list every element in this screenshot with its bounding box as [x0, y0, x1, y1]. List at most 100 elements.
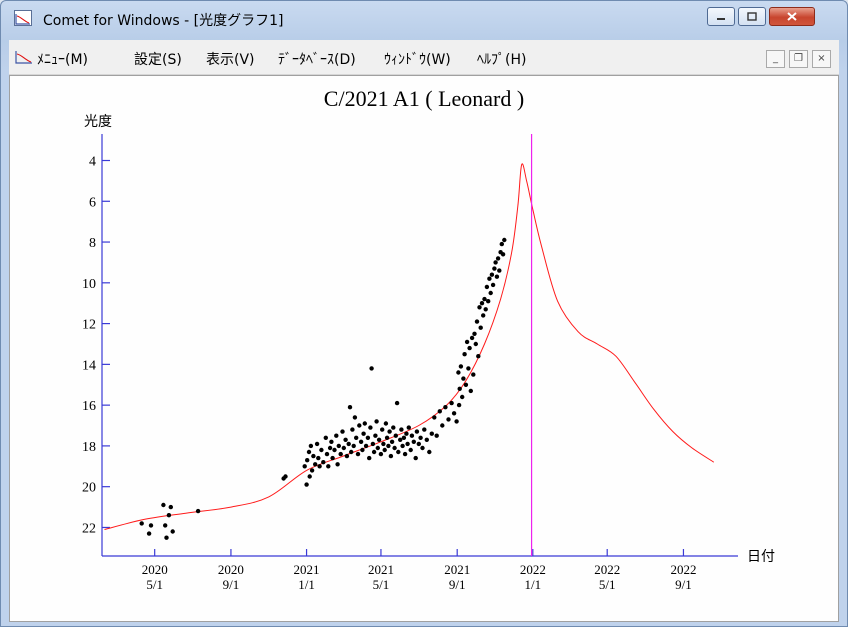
observation-point — [487, 276, 492, 281]
observation-point — [456, 370, 461, 375]
observation-point — [369, 366, 374, 371]
x-tick-year: 2020 — [142, 562, 168, 577]
x-tick-date: 5/1 — [599, 577, 616, 592]
brightness-chart: C/2021 A1 ( Leonard ) 光度 日付 4 6 8 10 12 14 16 1… — [82, 86, 775, 592]
observation-point — [161, 502, 166, 508]
observation-point — [309, 468, 315, 473]
observation-point — [146, 531, 152, 536]
observation-point — [497, 268, 502, 273]
observation-point — [422, 427, 427, 432]
menu-item-window[interactable]: ｳｨﾝﾄﾞｳ(W) — [384, 52, 451, 68]
observation-point — [378, 451, 384, 457]
observation-point — [308, 443, 314, 449]
observation-point — [451, 411, 457, 416]
observation-point — [335, 462, 340, 467]
observation-point — [411, 439, 416, 444]
child-minimize-button[interactable]: _ — [766, 50, 785, 68]
x-tick-year: 2021 — [444, 562, 470, 577]
app-icon[interactable] — [14, 10, 32, 26]
observation-point — [405, 441, 410, 447]
observation-point — [373, 433, 378, 438]
maximize-icon — [747, 12, 757, 21]
y-tick-label: 10 — [82, 277, 96, 292]
observation-point — [468, 388, 473, 394]
window-title: Comet for Windows - [光度グラフ1] — [43, 13, 284, 29]
observation-point — [351, 443, 356, 449]
observation-point — [148, 523, 154, 528]
observation-point — [408, 447, 413, 453]
child-window-icon[interactable] — [15, 50, 33, 65]
observation-point — [418, 435, 423, 440]
observation-point — [495, 256, 501, 261]
observation-point — [354, 435, 359, 440]
observation-point — [494, 274, 500, 279]
observation-point — [347, 405, 353, 410]
observation-point — [329, 439, 334, 444]
observation-point — [314, 441, 320, 447]
observation-point — [166, 513, 172, 518]
observation-point — [330, 455, 335, 461]
observation-point — [323, 435, 328, 440]
menu-bar: ﾒﾆｭｰ(M) 設定(S) 表示(V) ﾃﾞｰﾀﾍﾞｰｽ(D) ｳｨﾝﾄﾞｳ(W… — [9, 40, 839, 75]
observation-point — [493, 260, 498, 265]
close-icon: × — [817, 53, 826, 64]
x-tick-year: 2021 — [294, 562, 320, 577]
maximize-button[interactable] — [738, 7, 766, 26]
observation-point — [454, 419, 459, 424]
x-tick-year: 2020 — [218, 562, 244, 577]
title-bar[interactable]: Comet for Windows - [光度グラフ1] — [1, 1, 847, 39]
menu-item-database[interactable]: ﾃﾞｰﾀﾍﾞｰｽ(D) — [278, 52, 356, 68]
observation-point — [307, 474, 312, 479]
observation-point — [409, 433, 415, 438]
observation-point — [461, 376, 466, 381]
observation-point — [414, 429, 420, 434]
x-axis-label: 日付 — [747, 549, 775, 565]
x-tick-year: 2022 — [670, 562, 696, 577]
y-axis-label: 光度 — [84, 114, 112, 130]
observation-point — [466, 366, 471, 371]
observation-point — [302, 464, 307, 469]
minimize-icon — [717, 17, 725, 20]
observation-point — [371, 449, 377, 455]
menu-item-settings[interactable]: 設定(S) — [134, 52, 182, 68]
observation-point — [383, 421, 389, 426]
observation-point — [463, 382, 469, 387]
menu-item-help[interactable]: ﾍﾙﾌﾟ(H) — [477, 52, 527, 68]
observation-point — [432, 415, 437, 420]
observation-point — [387, 429, 392, 434]
child-close-button[interactable]: × — [812, 50, 831, 68]
minimize-button[interactable] — [707, 7, 735, 26]
y-tick-label: 6 — [89, 195, 96, 210]
observation-point — [334, 433, 339, 438]
menu-item-view[interactable]: 表示(V) — [206, 52, 255, 68]
observation-point — [413, 455, 418, 461]
observation-point — [492, 266, 497, 271]
observation-point — [367, 455, 372, 461]
observation-point — [484, 284, 490, 290]
x-tick-date: 1/1 — [525, 577, 542, 592]
observation-point — [340, 429, 345, 434]
observation-point — [400, 443, 405, 449]
observation-point — [317, 464, 322, 469]
observation-point — [313, 462, 318, 467]
observation-point — [416, 441, 421, 447]
y-tick-label: 4 — [89, 155, 96, 170]
observation-point — [434, 433, 439, 438]
observation-point — [168, 504, 173, 510]
x-tick-date: 9/1 — [223, 577, 240, 592]
observation-point — [437, 409, 442, 414]
observation-point — [500, 252, 506, 257]
observation-point — [490, 282, 496, 288]
observation-point — [393, 433, 398, 438]
child-restore-button[interactable]: ❐ — [789, 50, 808, 68]
observation-point — [195, 508, 201, 514]
observation-point — [362, 421, 367, 426]
menu-item-menu[interactable]: ﾒﾆｭｰ(M) — [37, 52, 89, 68]
observation-point — [477, 305, 482, 310]
observation-point — [488, 290, 493, 296]
observation-point — [361, 431, 366, 436]
close-button[interactable] — [769, 7, 815, 26]
observation-point — [427, 449, 432, 455]
observation-point — [396, 449, 401, 455]
